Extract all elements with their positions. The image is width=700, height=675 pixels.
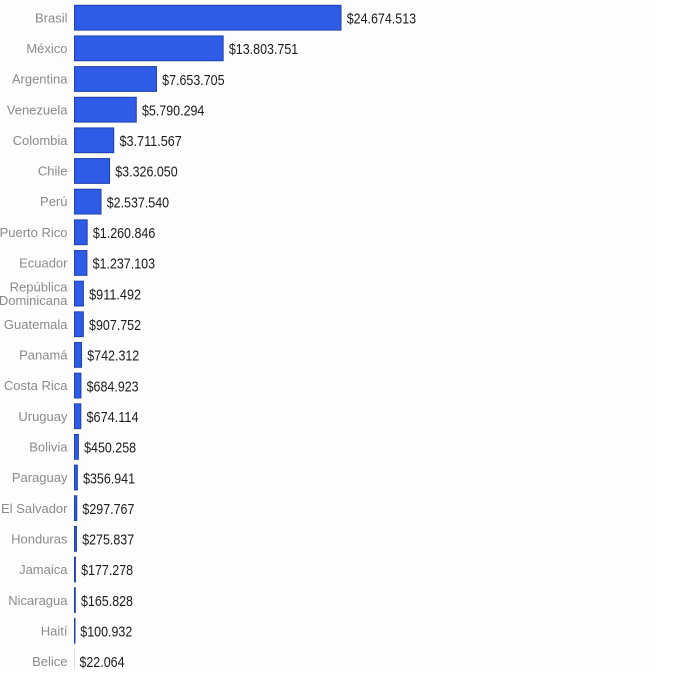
svg-text:$7.653.705: $7.653.705: [162, 72, 224, 89]
svg-text:$165.828: $165.828: [81, 593, 133, 610]
svg-text:Colombia: Colombia: [13, 133, 69, 148]
svg-text:$275.837: $275.837: [82, 532, 134, 549]
svg-text:Belice: Belice: [32, 654, 67, 669]
svg-text:Panamá: Panamá: [19, 348, 68, 363]
svg-text:$356.941: $356.941: [83, 470, 135, 487]
svg-text:Venezuela: Venezuela: [7, 102, 68, 117]
svg-text:República: República: [10, 280, 69, 295]
svg-text:$907.752: $907.752: [89, 317, 141, 334]
svg-text:Paraguay: Paraguay: [12, 470, 68, 485]
svg-text:Brasil: Brasil: [35, 10, 68, 25]
svg-text:México: México: [26, 41, 67, 56]
svg-text:$297.767: $297.767: [82, 501, 134, 518]
svg-text:$24.674.513: $24.674.513: [347, 10, 416, 27]
svg-text:Uruguay: Uruguay: [18, 409, 68, 424]
svg-text:Argentina: Argentina: [12, 72, 68, 87]
svg-text:Puerto Rico: Puerto Rico: [0, 225, 68, 240]
svg-text:$684.923: $684.923: [87, 378, 139, 395]
svg-text:$177.278: $177.278: [81, 562, 133, 579]
svg-text:Nicaragua: Nicaragua: [8, 593, 68, 608]
svg-text:$22.064: $22.064: [79, 654, 124, 670]
svg-text:$911.492: $911.492: [89, 286, 141, 303]
svg-text:Ecuador: Ecuador: [19, 256, 68, 271]
svg-text:$674.114: $674.114: [87, 409, 139, 426]
svg-text:Dominicana: Dominicana: [0, 293, 68, 308]
svg-text:$3.326.050: $3.326.050: [115, 164, 177, 181]
svg-text:$1.260.846: $1.260.846: [93, 225, 155, 242]
svg-text:Honduras: Honduras: [11, 531, 68, 546]
svg-text:$1.237.103: $1.237.103: [93, 256, 155, 273]
svg-text:$2.537.540: $2.537.540: [107, 194, 169, 211]
svg-text:Bolivia: Bolivia: [29, 439, 68, 454]
svg-text:El Salvador: El Salvador: [1, 501, 68, 516]
svg-text:Guatemala: Guatemala: [4, 317, 68, 332]
svg-text:$3.711.567: $3.711.567: [119, 133, 181, 150]
svg-text:$450.258: $450.258: [84, 440, 136, 457]
svg-text:$100.932: $100.932: [80, 624, 132, 641]
svg-text:$742.312: $742.312: [87, 348, 139, 365]
svg-text:$13.803.751: $13.803.751: [229, 41, 298, 58]
svg-text:Perú: Perú: [40, 194, 67, 209]
svg-text:Chile: Chile: [38, 164, 68, 179]
svg-text:$5.790.294: $5.790.294: [142, 102, 204, 119]
svg-text:Costa Rica: Costa Rica: [4, 378, 68, 393]
svg-text:Haití: Haití: [41, 623, 68, 638]
svg-text:Jamaica: Jamaica: [19, 562, 68, 577]
